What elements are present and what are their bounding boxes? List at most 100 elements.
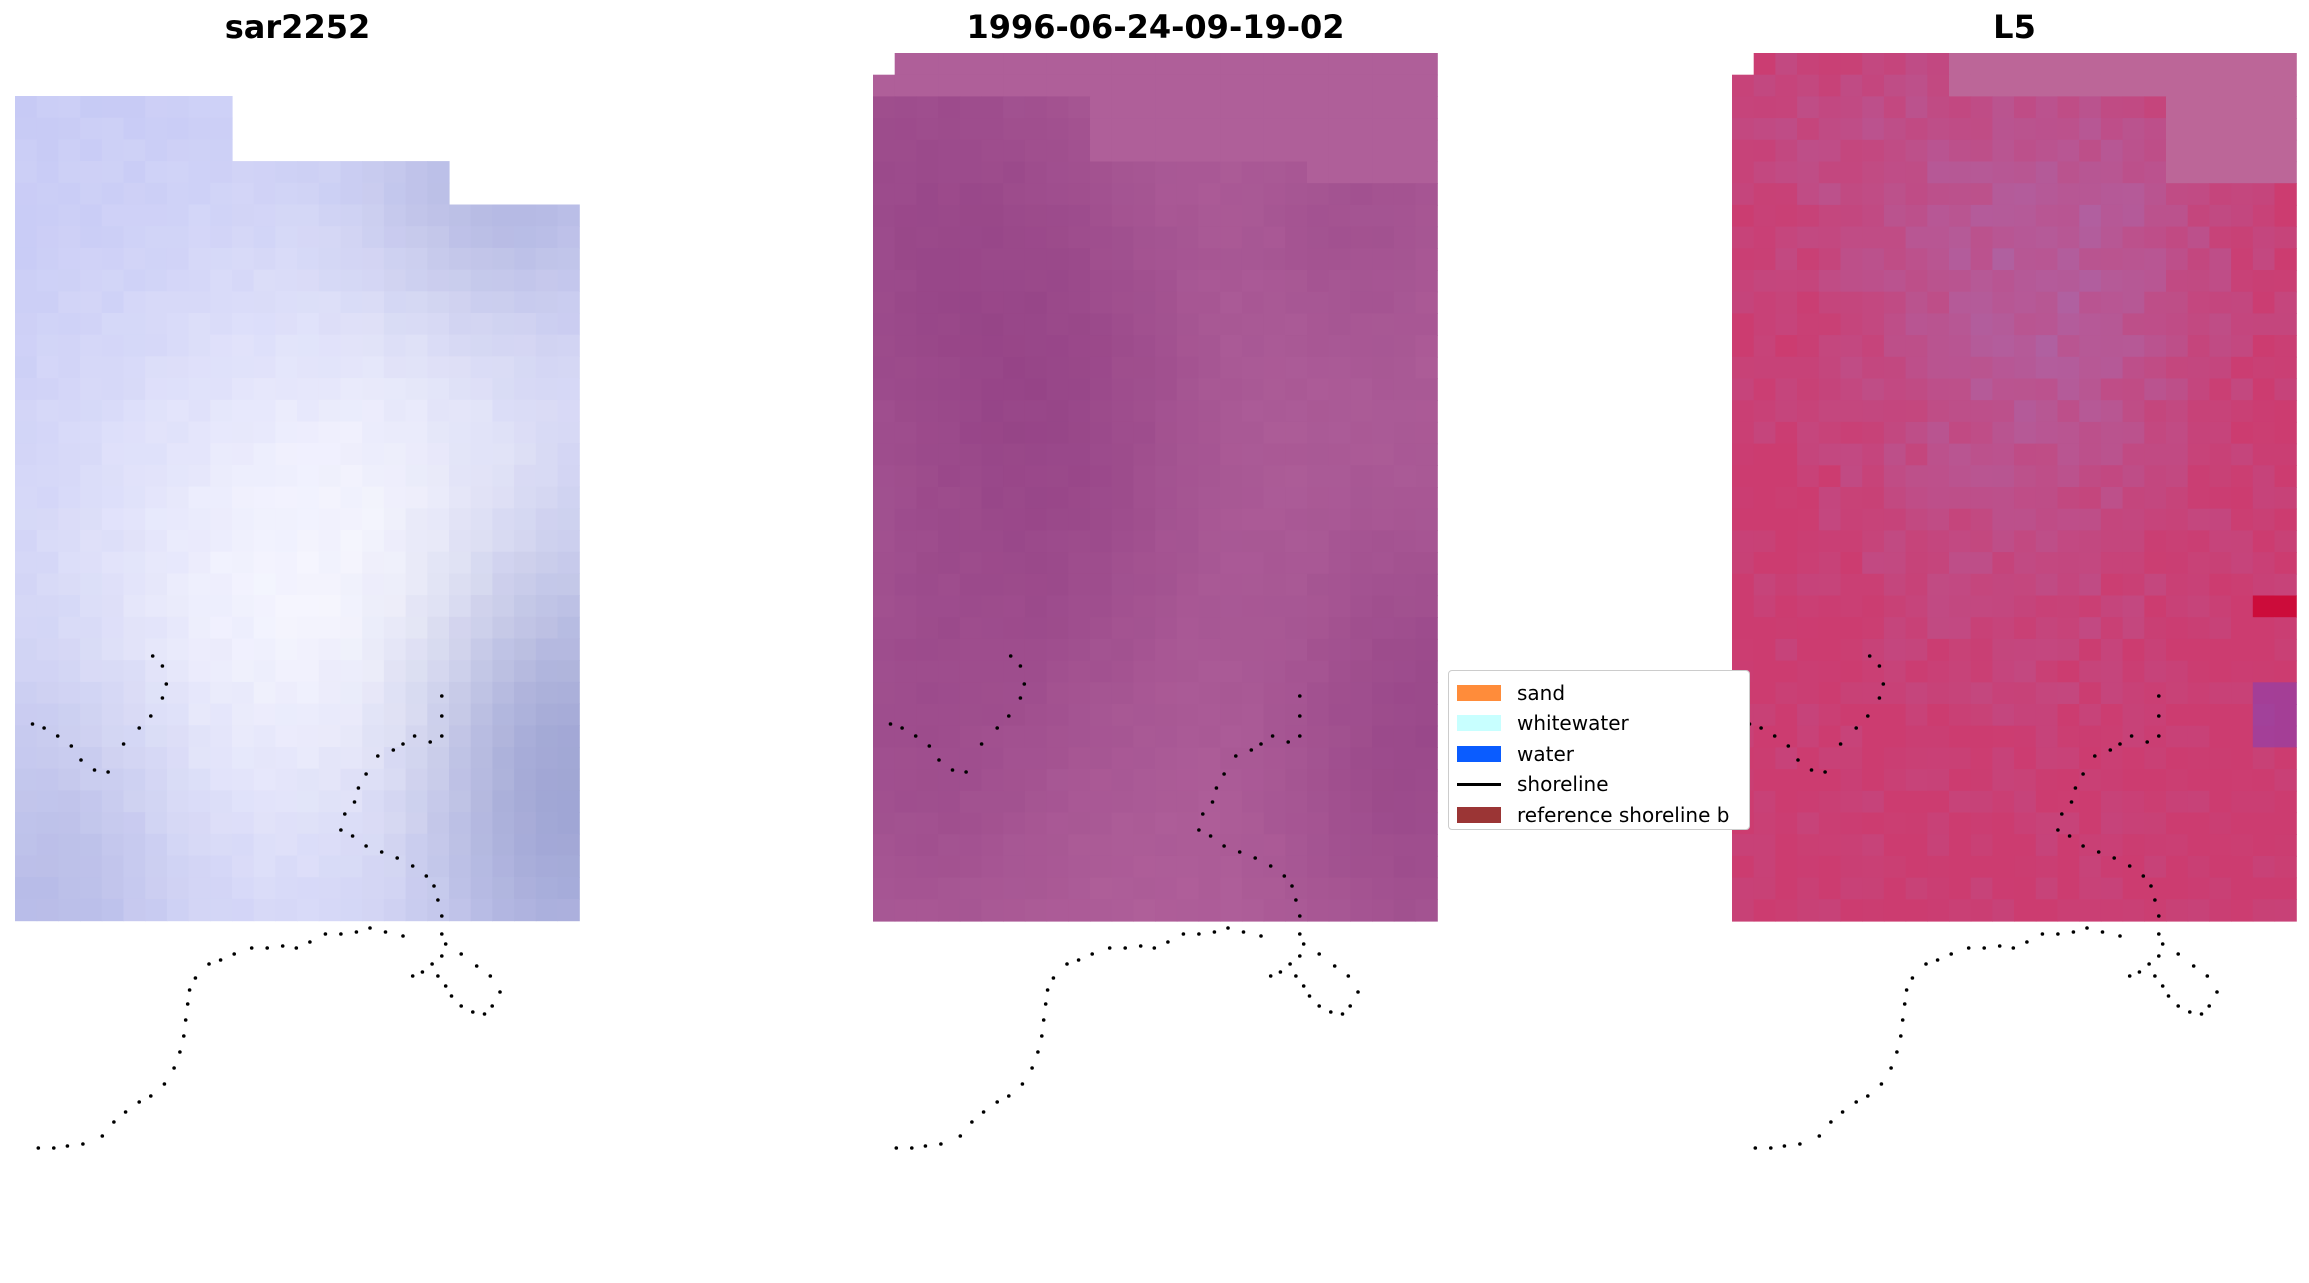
- rgb-pixel: [1350, 118, 1373, 141]
- sar-pixel: [492, 747, 515, 770]
- sar-pixel: [557, 226, 580, 249]
- rgb-pixel: [1133, 487, 1156, 510]
- rgb-pixel: [1285, 747, 1308, 770]
- rgb-pixel: [1372, 834, 1395, 857]
- shoreline-dot: [1166, 940, 1170, 944]
- sar-pixel: [145, 898, 168, 922]
- rgb-pixel: [916, 834, 939, 857]
- l5-pixel: [1775, 378, 1798, 401]
- sar-pixel: [470, 464, 493, 488]
- shoreline-dot: [1090, 952, 1094, 956]
- l5-pixel: [2144, 573, 2167, 597]
- l5-pixel: [1818, 855, 1842, 879]
- sar-pixel: [535, 551, 559, 574]
- rgb-pixel: [1372, 204, 1395, 228]
- rgb-pixel: [1024, 595, 1048, 618]
- sar-pixel: [318, 877, 342, 900]
- l5-pixel: [1992, 291, 2015, 314]
- rgb-pixel: [1133, 53, 1156, 76]
- rgb-pixel: [1350, 595, 1373, 618]
- l5-pixel: [1775, 725, 1798, 748]
- l5-pixel: [1949, 421, 1972, 445]
- l5-pixel: [1818, 487, 1842, 510]
- sar-pixel: [15, 812, 38, 835]
- rgb-pixel: [1372, 617, 1395, 640]
- rgb-pixel: [1285, 270, 1308, 293]
- sar-pixel: [253, 334, 276, 357]
- l5-pixel: [1883, 855, 1907, 879]
- rgb-pixel: [1350, 530, 1373, 553]
- l5-pixel: [2144, 313, 2167, 336]
- rgb-pixel: [1328, 595, 1351, 618]
- l5-pixel: [1753, 769, 1776, 792]
- rgb-pixel: [1133, 573, 1156, 597]
- sar-pixel: [449, 898, 472, 922]
- sar-pixel: [36, 747, 59, 770]
- l5-pixel: [2252, 638, 2276, 662]
- sar-pixel: [253, 161, 276, 184]
- shoreline-dot: [1889, 1066, 1893, 1070]
- sar-pixel: [145, 96, 168, 119]
- sar-pixel: [123, 182, 146, 206]
- l5-pixel: [2209, 790, 2232, 814]
- sar-pixel: [427, 725, 450, 748]
- l5-pixel: [1775, 421, 1798, 445]
- rgb-pixel: [1155, 313, 1178, 336]
- rgb-pixel: [1220, 183, 1243, 206]
- sar-pixel: [101, 334, 125, 357]
- rgb-pixel: [1263, 335, 1286, 358]
- l5-pixel: [1883, 139, 1907, 163]
- rgb-pixel: [1372, 855, 1395, 879]
- l5-pixel: [2035, 161, 2059, 184]
- l5-pixel: [1927, 790, 1950, 814]
- l5-pixel: [2252, 834, 2276, 857]
- l5-pixel: [2014, 204, 2037, 228]
- l5-pixel: [1775, 118, 1798, 141]
- rgb-pixel: [873, 248, 896, 271]
- sar-pixel: [232, 747, 255, 770]
- l5-pixel: [1818, 508, 1842, 531]
- sar-pixel: [145, 833, 168, 857]
- l5-pixel: [2057, 183, 2080, 206]
- rgb-pixel: [1350, 617, 1373, 640]
- sar-pixel: [58, 204, 81, 227]
- l5-pixel: [2014, 183, 2037, 206]
- sar-pixel: [318, 812, 342, 835]
- sar-pixel: [80, 703, 103, 726]
- rgb-pixel: [1068, 313, 1091, 336]
- l5-pixel: [1797, 834, 1820, 857]
- sar-pixel: [362, 595, 385, 618]
- l5-pixel: [1775, 74, 1798, 97]
- rgb-pixel: [1328, 248, 1351, 271]
- l5-pixel: [2187, 899, 2210, 922]
- l5-pixel: [1732, 877, 1755, 900]
- l5-pixel: [1840, 139, 1863, 163]
- rgb-pixel: [873, 226, 896, 249]
- rgb-pixel: [1307, 118, 1330, 141]
- rgb-pixel: [894, 595, 917, 618]
- rgb-pixel: [894, 443, 917, 466]
- l5-pixel: [1905, 465, 1928, 488]
- sar-pixel: [470, 833, 493, 857]
- shoreline-dot: [1895, 1050, 1899, 1054]
- l5-pixel: [2057, 118, 2080, 141]
- l5-pixel: [1862, 204, 1885, 228]
- rgb-pixel: [1090, 443, 1113, 466]
- l5-pixel: [1992, 204, 2015, 228]
- rgb-pixel: [1155, 161, 1178, 184]
- rgb-pixel: [1111, 291, 1134, 314]
- sar-pixel: [145, 790, 168, 813]
- l5-pixel: [1992, 443, 2015, 466]
- l5-pixel: [1797, 704, 1820, 727]
- l5-pixel: [2079, 812, 2102, 835]
- l5-pixel: [2035, 291, 2059, 314]
- shoreline-dot: [149, 714, 153, 718]
- l5-pixel: [1992, 161, 2015, 184]
- rgb-pixel: [1328, 74, 1351, 97]
- rgb-pixel: [1090, 96, 1113, 119]
- rgb-pixel: [894, 487, 917, 510]
- l5-pixel: [1753, 725, 1776, 748]
- rgb-pixel: [1046, 53, 1069, 76]
- l5-pixel: [1818, 682, 1842, 705]
- rgb-pixel: [1372, 161, 1395, 184]
